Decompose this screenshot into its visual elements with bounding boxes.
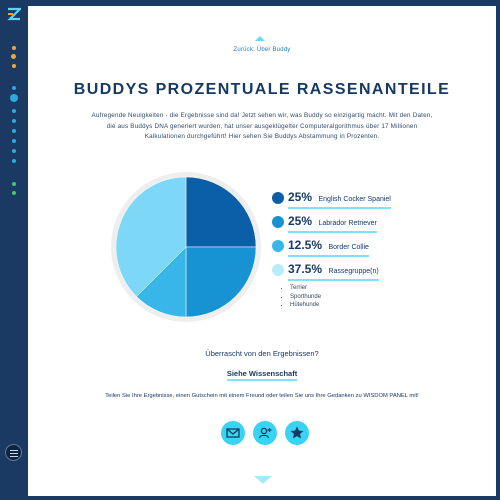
legend-swatch xyxy=(272,192,284,204)
legend-breed: Rassegruppe(n) xyxy=(328,268,379,275)
list-item: Sporthunde xyxy=(290,293,321,302)
legend-text[interactable]: 12.5% Border Collie xyxy=(288,236,369,257)
menu-icon xyxy=(10,450,18,451)
list-item: Terrier xyxy=(290,284,321,293)
nav-dot[interactable] xyxy=(12,129,16,133)
nav-dot[interactable] xyxy=(12,109,16,113)
nav-dot[interactable] xyxy=(11,54,16,59)
legend-text[interactable]: 25% English Cocker Spaniel xyxy=(288,188,391,209)
nav-dot[interactable] xyxy=(12,86,16,90)
add-friend-icon xyxy=(258,427,272,439)
science-link-wrap: Siehe Wissenschaft xyxy=(28,363,496,381)
back-link[interactable]: Zurück: Über Buddy xyxy=(233,47,291,53)
breed-group-list: Terrier Sporthunde Hütehunde xyxy=(284,284,321,310)
feedback-button[interactable] xyxy=(285,421,309,445)
legend-text[interactable]: 25% Labrador Retriever xyxy=(288,212,377,233)
scroll-down-icon[interactable] xyxy=(254,476,272,484)
email-share-button[interactable] xyxy=(221,421,245,445)
science-question: Überrascht von den Ergebnissen? xyxy=(205,349,319,358)
pie-slice-3 xyxy=(115,176,187,297)
pie-slice-1 xyxy=(185,246,257,318)
menu-icon-line xyxy=(10,456,18,457)
refer-friend-button[interactable] xyxy=(253,421,277,445)
nav-dot[interactable] xyxy=(12,149,16,153)
nav-dot[interactable] xyxy=(12,159,16,163)
legend-breed: Border Collie xyxy=(328,244,369,251)
menu-button[interactable] xyxy=(5,444,22,461)
nav-dot[interactable] xyxy=(12,139,16,143)
wisdom-panel-logo-icon[interactable] xyxy=(7,7,21,21)
nav-dot[interactable] xyxy=(12,64,16,68)
sidebar xyxy=(0,0,28,500)
scroll-up-icon[interactable] xyxy=(255,36,265,41)
intro-text: Aufregende Neuigkeiten - die Ergebnisse … xyxy=(91,112,433,140)
legend-percent: 25% xyxy=(288,190,313,204)
list-item: Hütehunde xyxy=(290,301,321,310)
nav-dot[interactable] xyxy=(12,191,16,195)
legend-percent: 12.5% xyxy=(288,238,323,252)
main-content: Zurück: Über Buddy BUDDYS PROZENTUALE RA… xyxy=(28,6,496,496)
nav-dot[interactable] xyxy=(12,46,16,50)
science-link[interactable]: Siehe Wissenschaft xyxy=(226,369,298,381)
nav-dot-active[interactable] xyxy=(10,94,18,102)
legend-swatch xyxy=(272,264,284,276)
nav-dot[interactable] xyxy=(12,119,16,123)
mail-icon xyxy=(226,428,240,438)
legend-swatch xyxy=(272,240,284,252)
breed-pie-chart xyxy=(108,169,264,325)
menu-icon-line xyxy=(10,453,18,454)
star-icon xyxy=(290,426,304,439)
nav-dot[interactable] xyxy=(12,182,16,186)
pie-slice-0 xyxy=(185,176,257,248)
share-text: Teilen Sie Ihre Ergebnisse, einen Gutsch… xyxy=(105,393,419,399)
legend-breed: Labrador Retriever xyxy=(318,220,377,227)
legend-percent: 25% xyxy=(288,214,313,228)
legend-swatch xyxy=(272,216,284,228)
legend-text[interactable]: 37.5% Rassegruppe(n) xyxy=(288,260,379,281)
legend-percent: 37.5% xyxy=(288,262,323,276)
page-title: BUDDYS PROZENTUALE RASSENANTEILE xyxy=(73,81,451,98)
pie-svg xyxy=(111,172,261,322)
legend-breed: English Cocker Spaniel xyxy=(318,196,391,203)
